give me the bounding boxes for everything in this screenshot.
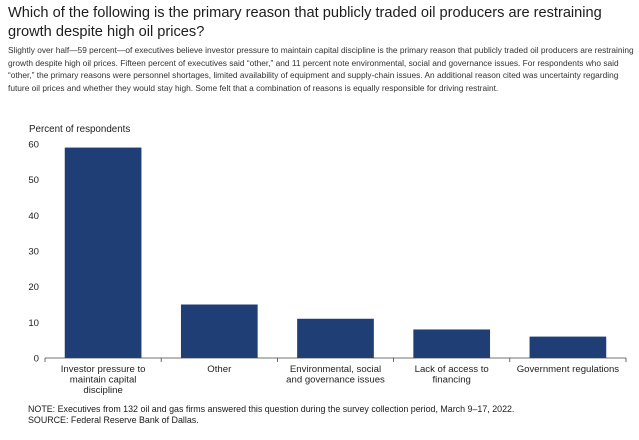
x-category-label-line: Lack of access to bbox=[415, 364, 489, 375]
source-text: SOURCE: Federal Reserve Bank of Dallas. bbox=[28, 414, 199, 425]
y-axis-label: Percent of respondents bbox=[29, 124, 130, 135]
y-tick-label: 50 bbox=[28, 175, 39, 186]
footnote: NOTE: Executives from 132 oil and gas fi… bbox=[28, 404, 628, 425]
y-axis-ticks: 0 10 20 30 40 50 60 bbox=[28, 140, 39, 365]
bar bbox=[529, 336, 607, 358]
y-tick-label: 0 bbox=[34, 354, 39, 365]
bar bbox=[413, 329, 491, 358]
note-text: NOTE: Executives from 132 oil and gas fi… bbox=[28, 404, 515, 414]
x-category-label-line: Environmental, social bbox=[290, 364, 381, 375]
x-category-label-line: Investor pressure to bbox=[61, 364, 146, 375]
x-category-label-line: discipline bbox=[83, 385, 122, 396]
x-axis-categories: Investor pressure to maintain capital disc… bbox=[61, 364, 620, 396]
bar bbox=[180, 304, 258, 358]
x-category-label-line: financing bbox=[432, 374, 470, 385]
y-tick-label: 10 bbox=[28, 318, 39, 329]
bar bbox=[64, 147, 142, 358]
x-category-label-line: Government regulations bbox=[517, 364, 620, 375]
y-tick-label: 60 bbox=[28, 140, 39, 151]
chart-description: Slightly over half—59 percent—of executi… bbox=[8, 45, 634, 93]
x-category-label: Other bbox=[207, 364, 232, 375]
x-category-label: Lack of access to financing bbox=[415, 364, 489, 385]
x-category-label: Investor pressure to maintain capital disc… bbox=[61, 364, 146, 396]
x-category-label-line: and governance issues bbox=[286, 374, 385, 385]
x-category-label: Environmental, social and governance issu… bbox=[286, 364, 385, 385]
y-tick-label: 20 bbox=[28, 282, 39, 293]
y-tick-label: 30 bbox=[28, 247, 39, 258]
bars bbox=[64, 147, 607, 358]
x-axis-ticks bbox=[44, 358, 627, 362]
bar bbox=[297, 318, 374, 358]
x-category-label: Government regulations bbox=[517, 364, 620, 375]
x-category-label-line: Other bbox=[207, 364, 232, 375]
chart-title: Which of the following is the primary re… bbox=[8, 5, 602, 40]
y-tick-label: 40 bbox=[28, 211, 39, 222]
x-category-label-line: maintain capital bbox=[70, 374, 137, 385]
